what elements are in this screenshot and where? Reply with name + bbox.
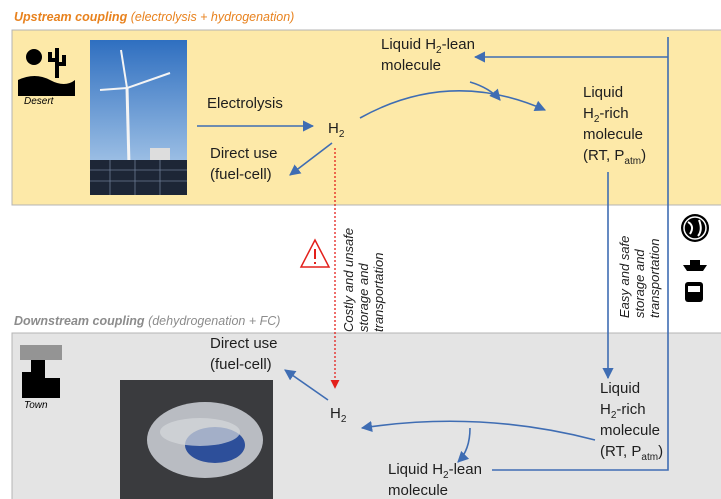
text: Direct use: [210, 335, 278, 352]
text: storage and: [632, 249, 647, 318]
text: molecule: [600, 422, 660, 439]
text: (RT, P: [600, 443, 641, 460]
node-label: Direct use (fuel-cell): [210, 143, 278, 185]
text: -lean: [442, 36, 475, 53]
text: ): [658, 443, 663, 460]
text: H: [328, 120, 339, 137]
text: Electrolysis: [207, 95, 283, 112]
text: Liquid H: [381, 36, 436, 53]
subscript: 2: [339, 129, 345, 140]
text-line: Direct use: [210, 143, 278, 164]
bus-icon: [685, 282, 703, 302]
text: Liquid: [583, 84, 623, 101]
heading-subtitle: (dehydrogenation + FC): [148, 314, 280, 328]
text: storage and: [356, 263, 371, 332]
text-line: Liquid H2-lean: [381, 34, 475, 55]
text: -rich: [616, 401, 645, 418]
subscript: atm: [641, 452, 658, 463]
text: (RT, P: [583, 147, 624, 164]
downstream-heading: Downstream coupling (dehydrogenation + F…: [14, 314, 280, 328]
text-line: molecule: [388, 480, 482, 499]
text-line: storage and: [632, 236, 647, 318]
text: molecule: [381, 57, 441, 74]
icon-label: Town: [24, 400, 48, 411]
node-label: Liquid H2-rich molecule (RT, Patm): [583, 82, 646, 166]
node-label: H2: [330, 403, 346, 424]
node-label: Liquid H2-lean molecule: [388, 459, 482, 499]
text-line: Liquid: [583, 82, 646, 103]
text: Easy and safe: [617, 236, 632, 318]
text: molecule: [583, 126, 643, 143]
text-line: Liquid H2-lean: [388, 459, 482, 480]
text-line: (RT, Patm): [583, 145, 646, 166]
text: molecule: [388, 482, 448, 499]
engine-photo: [120, 380, 273, 499]
subscript: atm: [624, 156, 641, 167]
text: H: [600, 401, 611, 418]
warning-icon: [301, 240, 329, 267]
node-label: Direct use (fuel-cell): [210, 333, 278, 375]
text-line: H2: [330, 403, 346, 424]
text: transportation: [647, 239, 662, 319]
page: Upstream coupling (electrolysis + hydrog…: [0, 0, 721, 499]
text: transportation: [371, 253, 386, 333]
text: -rich: [599, 105, 628, 122]
node-label: Electrolysis: [207, 93, 283, 114]
heading-title: Downstream coupling: [14, 314, 145, 328]
heading-subtitle: (electrolysis + hydrogenation): [131, 10, 295, 24]
text-line: transportation: [647, 236, 662, 318]
text-line: Direct use: [210, 333, 278, 354]
text: -lean: [449, 461, 482, 478]
turbine-photo: [90, 40, 187, 195]
text: Costly and unsafe: [341, 228, 356, 332]
text-line: molecule: [381, 55, 475, 76]
globe-icon: [681, 214, 709, 242]
subscript: 2: [341, 414, 347, 425]
text-line: molecule: [600, 420, 663, 441]
text: (fuel-cell): [210, 356, 272, 373]
node-label: Liquid H2-rich molecule (RT, Patm): [600, 378, 663, 462]
text-line: H2-rich: [600, 399, 663, 420]
text: Liquid H: [388, 461, 443, 478]
text: H: [583, 105, 594, 122]
icon-label: Desert: [24, 96, 53, 107]
node-label: H2: [328, 118, 344, 139]
text-line: (RT, Patm): [600, 441, 663, 462]
text: Direct use: [210, 145, 278, 162]
text-line: (fuel-cell): [210, 354, 278, 375]
text: H: [330, 405, 341, 422]
node-label: Liquid H2-lean molecule: [381, 34, 475, 76]
text: ): [641, 147, 646, 164]
heading-title: Upstream coupling: [14, 10, 127, 24]
text: Liquid: [600, 380, 640, 397]
text-line: Electrolysis: [207, 93, 283, 114]
text: (fuel-cell): [210, 166, 272, 183]
text-line: H2: [328, 118, 344, 139]
text-line: Costly and unsafe: [341, 228, 356, 332]
upstream-heading: Upstream coupling (electrolysis + hydrog…: [14, 10, 294, 24]
text-line: Liquid: [600, 378, 663, 399]
text-line: storage and: [356, 228, 371, 332]
text-line: transportation: [371, 228, 386, 332]
text-line: Easy and safe: [617, 236, 632, 318]
text-line: H2-rich: [583, 103, 646, 124]
ship-icon: [683, 260, 707, 271]
text-line: (fuel-cell): [210, 164, 278, 185]
text-line: molecule: [583, 124, 646, 145]
